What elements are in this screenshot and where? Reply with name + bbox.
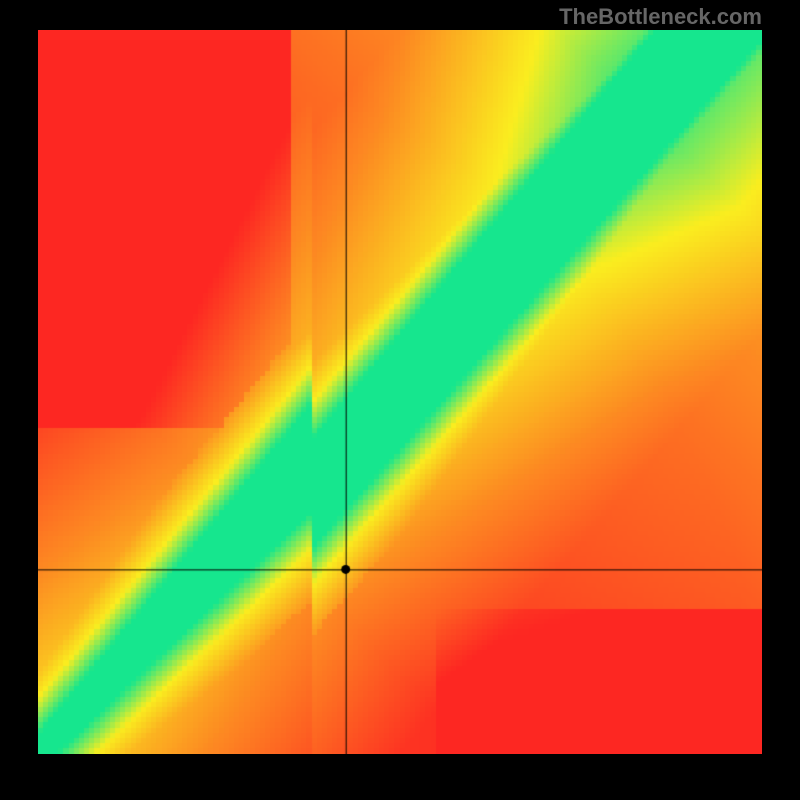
bottleneck-heatmap xyxy=(38,30,762,754)
chart-container: TheBottleneck.com xyxy=(0,0,800,800)
watermark-text: TheBottleneck.com xyxy=(559,4,762,30)
